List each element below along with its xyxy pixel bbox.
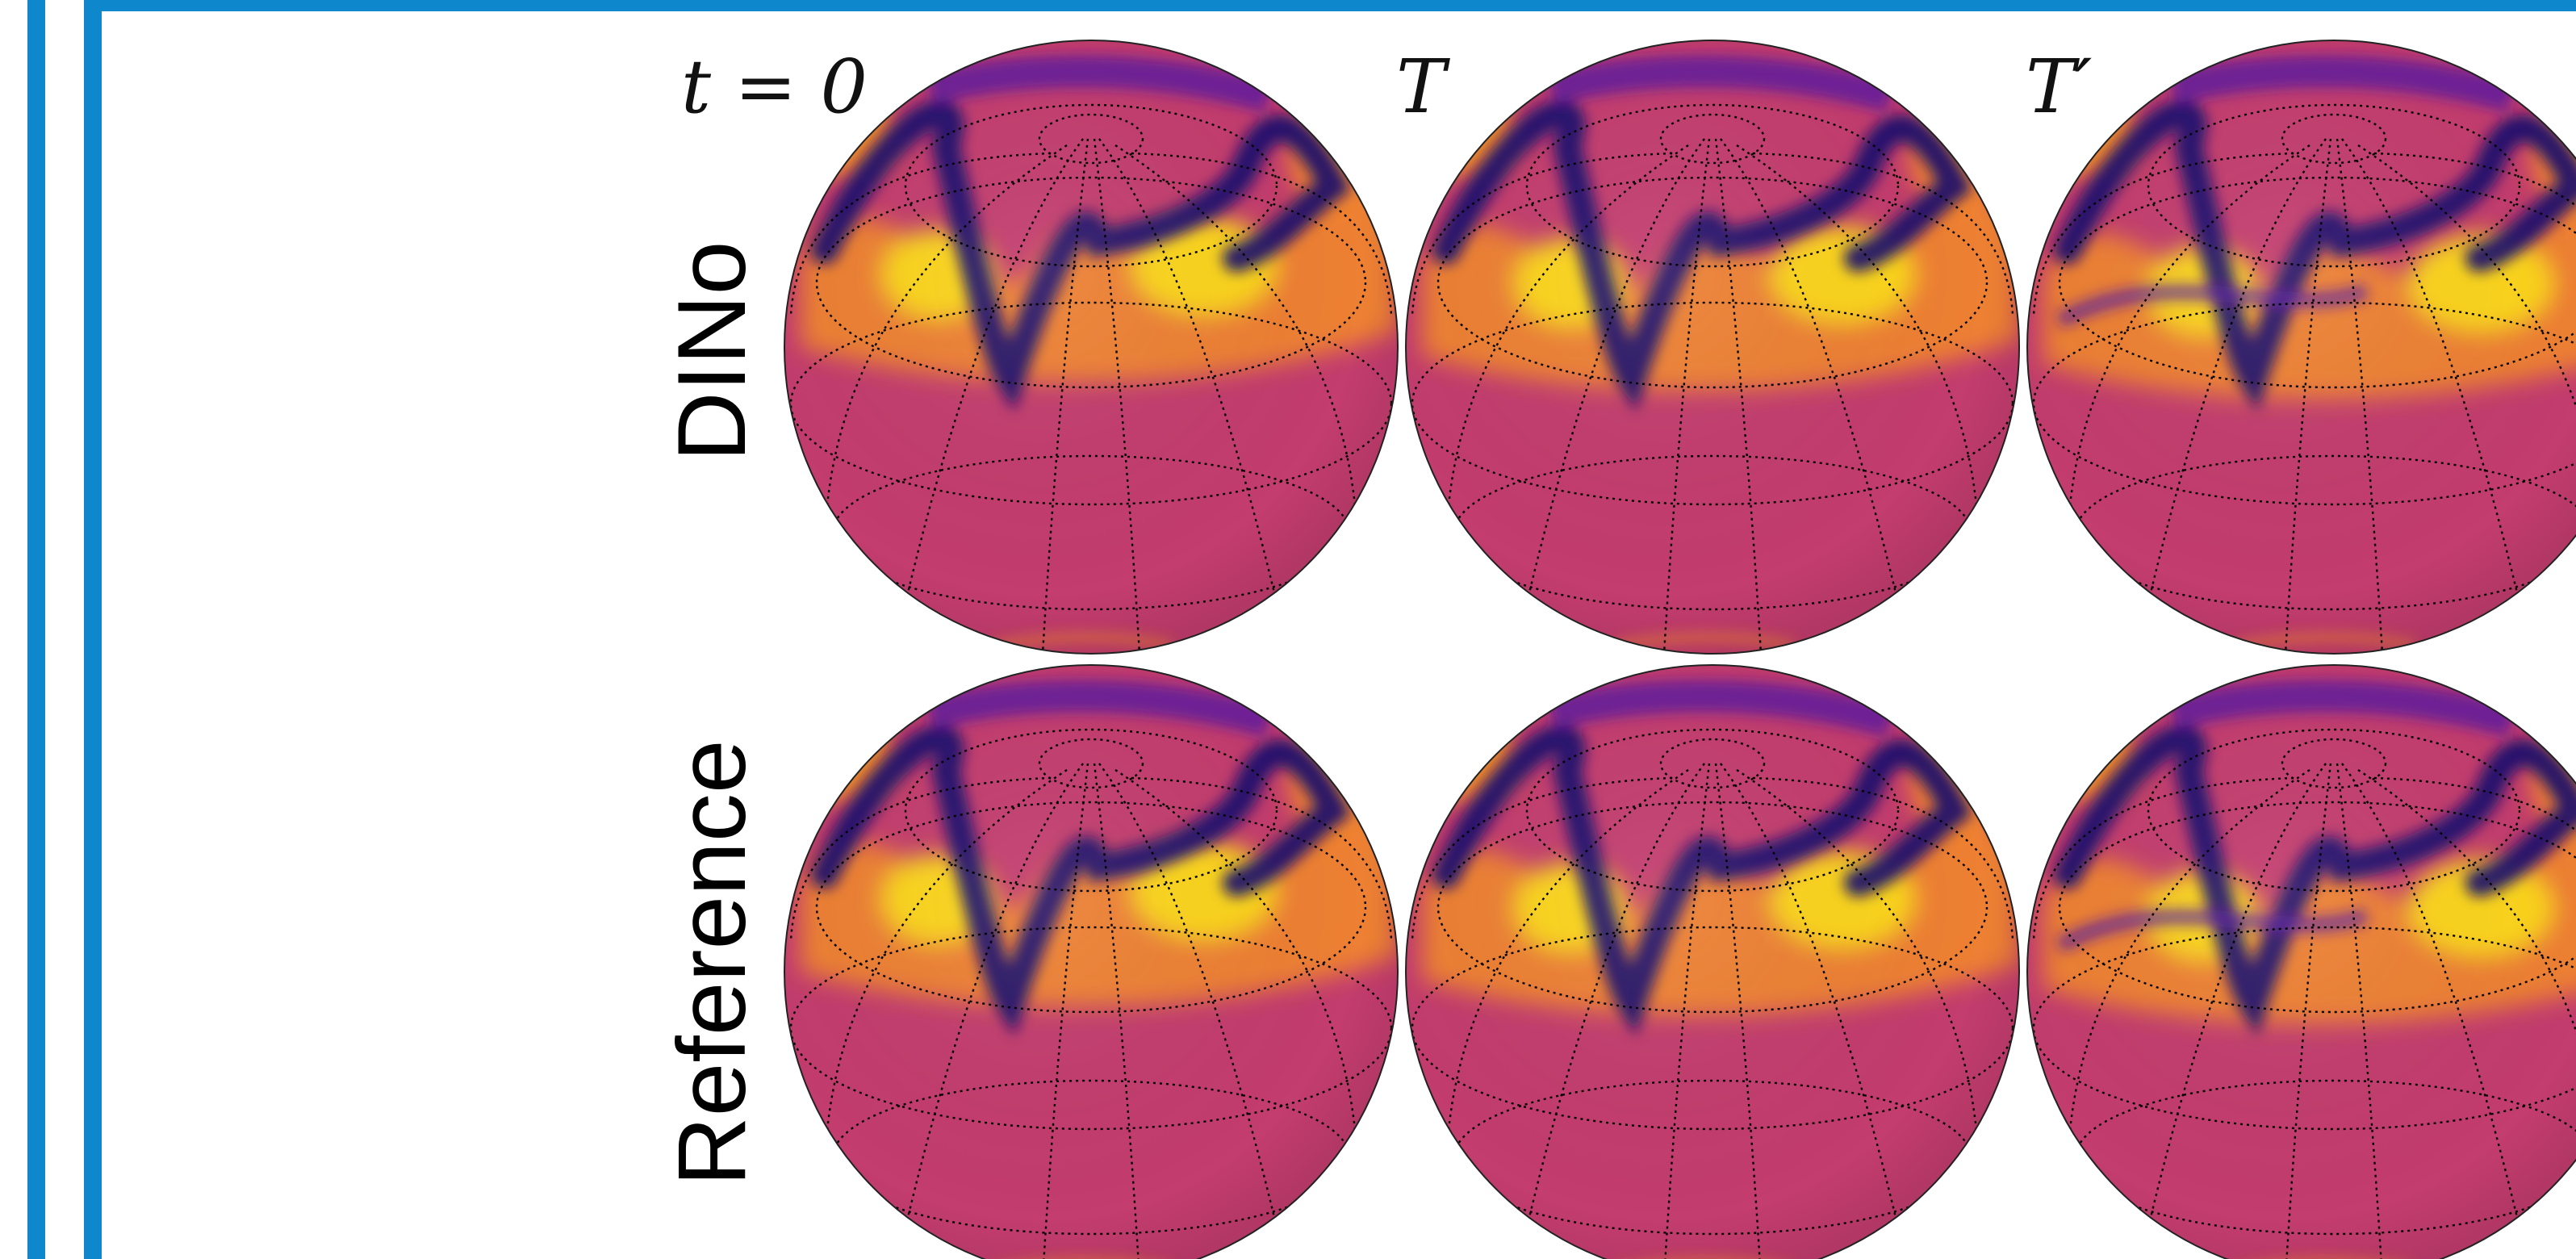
globe-outline-reference-T (1405, 664, 2020, 1259)
globe-outline-reference-t0 (784, 664, 1399, 1259)
globe-outline-dino-T (1405, 40, 2020, 655)
globe-reference-t0 (784, 665, 1398, 1259)
globe-reference-T-prime (2027, 665, 2576, 1259)
globe-outline-reference-T-prime (2026, 664, 2576, 1259)
row-label-reference: Reference (658, 739, 766, 1186)
column-label-T-prime: T′ (2026, 44, 2093, 130)
frame-left-bar-inner (84, 0, 102, 1259)
column-label-t0: t = 0 (681, 44, 868, 130)
frame-top-bar (84, 0, 2576, 11)
globe-dino-t0 (784, 40, 1398, 654)
globe-dino-T-prime (2027, 40, 2576, 654)
globe-reference-T (1406, 665, 2019, 1259)
globe-outline-dino-T-prime (2026, 40, 2576, 655)
column-label-T: T (1396, 44, 1446, 130)
globe-dino-T (1406, 40, 2019, 654)
frame-left-bar-outer (27, 0, 45, 1259)
row-label-dino: DINo (658, 241, 766, 462)
globe-outline-dino-t0 (784, 40, 1399, 655)
